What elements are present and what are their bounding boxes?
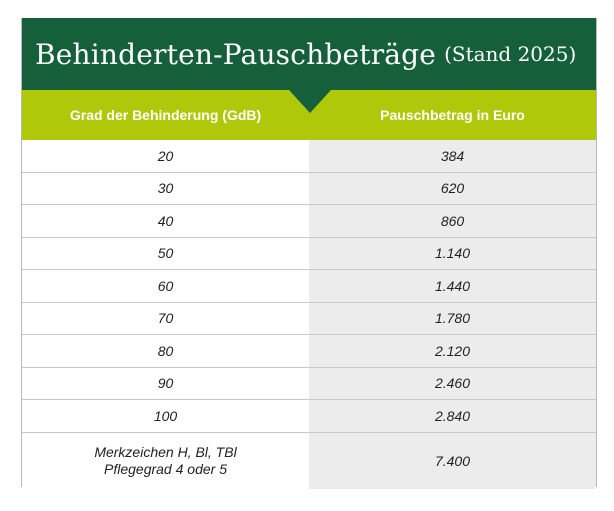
gdb-cell: 70	[22, 302, 309, 334]
gdb-cell: 20	[22, 140, 309, 172]
gdb-cell: 40	[22, 205, 309, 237]
title-notch-arrow	[289, 90, 331, 113]
amount-cell: 384	[309, 140, 596, 172]
table-row: 30 620	[22, 172, 596, 205]
table-row: 20 384	[22, 140, 596, 173]
table-row-merkzeichen: Merkzeichen H, Bl, TBl Pflegegrad 4 oder…	[22, 432, 596, 489]
amount-cell: 2.460	[309, 367, 596, 399]
pauschbetrag-table-card: Behinderten-Pauschbeträge (Stand 2025) G…	[21, 18, 597, 489]
amount-cell: 1.440	[309, 270, 596, 302]
table-row: 90 2.460	[22, 367, 596, 400]
gdb-cell: 100	[22, 400, 309, 432]
merkzeichen-cell: Merkzeichen H, Bl, TBl Pflegegrad 4 oder…	[22, 432, 309, 489]
table-row: 100 2.840	[22, 400, 596, 433]
page-subtitle: (Stand 2025)	[444, 42, 577, 66]
title-bar: Behinderten-Pauschbeträge (Stand 2025)	[22, 18, 596, 90]
amount-cell: 860	[309, 205, 596, 237]
amount-cell: 2.120	[309, 335, 596, 367]
header-amount: Pauschbetrag in Euro	[380, 107, 525, 123]
pflegegrad-line: Pflegegrad 4 oder 5	[104, 460, 227, 477]
gdb-cell: 30	[22, 172, 309, 204]
table-row: 70 1.780	[22, 302, 596, 335]
gdb-cell: 90	[22, 367, 309, 399]
merkzeichen-line: Merkzeichen H, Bl, TBl	[94, 443, 237, 460]
gdb-cell: 60	[22, 270, 309, 302]
table-body: 20 384 30 620 40 860 50 1.140 60 1.440 7…	[22, 140, 596, 489]
table-row: 60 1.440	[22, 270, 596, 303]
table-row: 40 860	[22, 205, 596, 238]
amount-cell: 1.140	[309, 237, 596, 269]
table-row: 80 2.120	[22, 335, 596, 368]
gdb-cell: 50	[22, 237, 309, 269]
amount-cell: 7.400	[309, 432, 596, 489]
page-title: Behinderten-Pauschbeträge	[35, 37, 437, 71]
amount-cell: 1.780	[309, 302, 596, 334]
amount-cell: 2.840	[309, 400, 596, 432]
amount-cell: 620	[309, 172, 596, 204]
table-row: 50 1.140	[22, 237, 596, 270]
header-gdb: Grad der Behinderung (GdB)	[69, 107, 262, 123]
gdb-cell: 80	[22, 335, 309, 367]
